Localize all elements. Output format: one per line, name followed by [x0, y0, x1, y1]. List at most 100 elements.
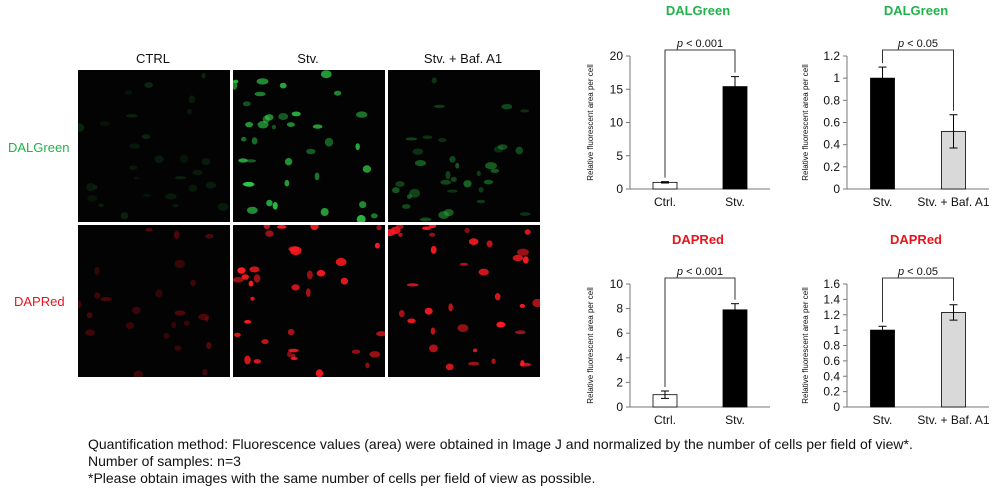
cell-signal	[265, 230, 274, 237]
cell-signal	[291, 353, 296, 359]
cell-signal	[284, 158, 293, 166]
bar	[941, 312, 966, 408]
cell-signal	[440, 179, 452, 185]
cell-signal	[406, 194, 413, 199]
y-tick-label: 10	[610, 116, 624, 130]
cell-signal	[422, 135, 433, 139]
cell-signal	[241, 274, 249, 280]
cell-signal	[93, 184, 98, 190]
bar-chart-dapred-stv-baf: Relative fluorescent area per cell 0 0.2 0.…	[795, 262, 999, 437]
cell-signal	[438, 138, 447, 143]
cell-signal	[306, 270, 313, 280]
cell-signal	[486, 240, 493, 248]
cell-signal	[356, 214, 366, 222]
significance-bracket	[664, 49, 736, 178]
chart-title-4: DAPRed	[889, 232, 942, 247]
cell-signal	[450, 176, 457, 182]
y-tick-label: 1	[833, 71, 840, 85]
cell-signal	[395, 181, 405, 187]
cell-signal	[99, 121, 110, 127]
cell-signal	[428, 225, 437, 229]
cell-signal	[78, 300, 82, 309]
cell-signal	[485, 162, 497, 170]
cell-signal	[429, 232, 436, 237]
cell-signal	[120, 212, 129, 220]
cell-signal	[217, 202, 229, 211]
cell-signal	[419, 217, 432, 222]
cell-signal	[431, 77, 437, 84]
y-tick-label: 10	[610, 277, 624, 291]
cell-signal	[476, 170, 481, 176]
image-dalgreen-stv-baf	[388, 70, 540, 222]
significance-label: p < 0.001	[676, 266, 723, 278]
cell-signal	[271, 124, 276, 130]
cell-signal	[316, 269, 326, 277]
cell-signal	[355, 143, 360, 151]
cell-signal	[128, 165, 138, 170]
cell-signal	[205, 234, 214, 239]
cell-signal	[478, 268, 489, 276]
y-axis-label: Relative fluorescent area per cell	[801, 64, 810, 181]
significance-label: p < 0.05	[897, 38, 938, 50]
cell-signal	[278, 113, 289, 120]
cell-signal	[409, 188, 420, 198]
cell-signal	[310, 225, 319, 231]
cell-signal	[515, 146, 524, 155]
cell-signal	[272, 202, 278, 210]
cell-signal	[257, 121, 269, 129]
cell-signal	[141, 134, 151, 139]
cell-signal	[163, 333, 170, 339]
bar	[870, 329, 895, 408]
y-tick-label: 0	[833, 400, 840, 414]
cell-signal	[422, 226, 431, 230]
cell-signal	[407, 318, 416, 324]
cell-signal	[512, 254, 524, 262]
cell-signal	[464, 227, 470, 234]
cell-signal	[430, 245, 437, 254]
cell-signal	[125, 322, 135, 330]
y-tick-label: 1.2	[823, 49, 840, 63]
cell-signal	[324, 137, 334, 147]
chart-svg: Relative fluorescent area per cell 0 2 4 6 8 1…	[586, 266, 770, 427]
chart-svg: Relative fluorescent area per cell 00.2 0.…	[801, 266, 990, 427]
cell-signal	[405, 137, 418, 141]
y-tick-label: 0.2	[823, 385, 840, 399]
cell-signal	[78, 123, 85, 132]
cell-signal	[519, 303, 525, 308]
cell-signal	[532, 298, 540, 308]
y-tick-label: 1.6	[823, 277, 840, 291]
cell-signal	[264, 114, 274, 121]
cell-signal	[520, 109, 530, 113]
image-dapred-ctrl	[78, 225, 230, 377]
cell-signal	[493, 146, 504, 153]
image-dapred-stv	[233, 225, 385, 377]
bar	[870, 77, 895, 190]
y-tick-label: 6	[616, 326, 623, 340]
cell-signal	[306, 288, 311, 297]
cell-signal	[276, 225, 287, 229]
column-label-stv: Stv.	[297, 51, 319, 66]
cell-signal	[286, 122, 295, 127]
cell-signal	[320, 208, 329, 216]
cell-signal	[501, 104, 513, 110]
cell-signal	[171, 321, 177, 328]
footer-notes: Quantification method: Fluorescence valu…	[88, 436, 913, 487]
cell-signal	[483, 179, 494, 185]
cell-signal	[279, 82, 287, 89]
cell-signal	[172, 203, 179, 208]
cell-signal	[188, 95, 196, 104]
cell-signal	[174, 176, 187, 180]
significance-label: p < 0.05	[897, 266, 938, 278]
cell-signal	[446, 189, 458, 193]
bar	[722, 309, 748, 408]
cell-signal	[522, 256, 529, 264]
cell-signal	[233, 79, 239, 84]
bar-chart-dalgreen-stv-baf: Relative fluorescent area per cell 0 0.2 0.…	[795, 34, 999, 219]
cell-signal	[362, 165, 372, 173]
y-tick-label: 0	[616, 182, 623, 196]
cell-signal	[249, 266, 260, 273]
y-tick-label: 8	[616, 302, 623, 316]
cell-signal	[374, 242, 380, 249]
cell-signal	[154, 155, 164, 163]
footer-note: *Please obtain images with the same numb…	[88, 470, 596, 486]
